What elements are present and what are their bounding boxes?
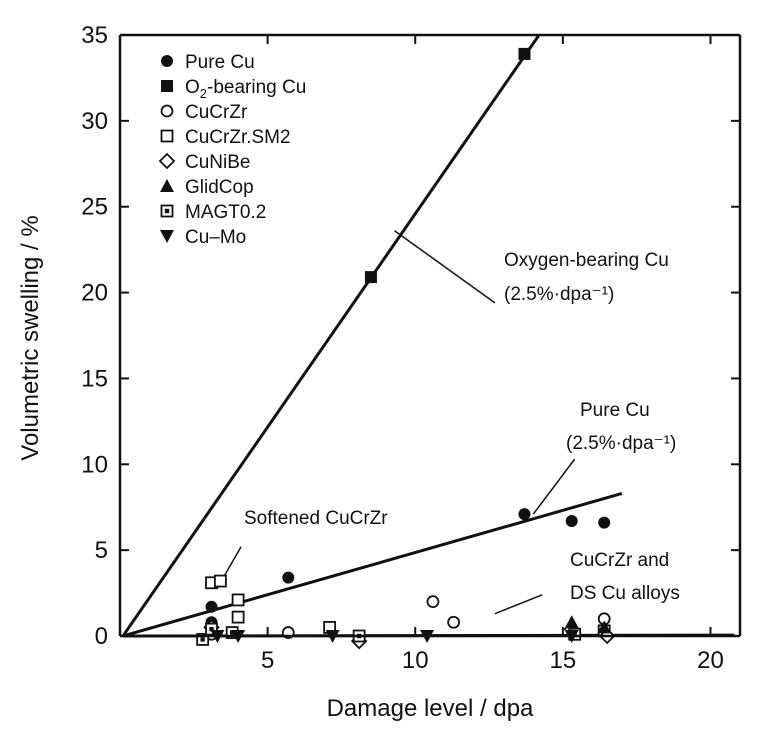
- legend-item: MAGT0.2: [160, 202, 266, 223]
- legend-marker: [160, 230, 174, 243]
- series-cucrzr: [205, 595, 611, 641]
- data-point: [213, 574, 227, 588]
- y-tick-label: 0: [95, 623, 108, 650]
- legend-item: CuNiBe: [158, 152, 250, 173]
- data-point: [426, 595, 440, 609]
- x-tick-label: 5: [261, 647, 274, 674]
- legend-item: O2-bearing Cu: [161, 77, 306, 101]
- y-tick-label: 30: [81, 108, 108, 135]
- data-point: [231, 610, 245, 624]
- y-tick-label: 15: [81, 365, 108, 392]
- axes: [118, 33, 742, 638]
- y-tick-label: 5: [95, 537, 108, 564]
- legend-marker: [160, 204, 174, 218]
- legend-label: MAGT0.2: [185, 202, 266, 223]
- legend-label: CuCrZr: [185, 102, 248, 123]
- y-tick-label: 20: [81, 280, 108, 307]
- x-tick-label: 20: [697, 647, 724, 674]
- data-point-core: [209, 626, 214, 632]
- pure-annotation-line1: Pure Cu: [580, 400, 650, 421]
- oxygen-annotation-line1: Oxygen-bearing Cu: [504, 250, 669, 271]
- data-point: [205, 600, 218, 613]
- data-points: [196, 47, 616, 650]
- legend-label: Cu–Mo: [185, 227, 246, 248]
- x-tick-label: 15: [550, 647, 577, 674]
- data-point: [364, 271, 377, 284]
- series-cucrzr-sm2: [205, 574, 611, 638]
- x-axis-title: Damage level / dpa: [327, 695, 534, 722]
- series-pure-cu: [205, 508, 611, 629]
- fit-lines: [121, 34, 735, 638]
- legend-label: O2-bearing Cu: [185, 77, 306, 101]
- legend-marker: [161, 55, 173, 67]
- y-axis-title: Volumetric swelling / %: [17, 215, 44, 460]
- oxygen-pointer: [394, 230, 496, 304]
- data-point: [447, 615, 461, 629]
- legend-marker: [160, 104, 174, 118]
- x-tick-label: 10: [402, 647, 429, 674]
- data-point: [231, 593, 245, 607]
- data-point: [196, 633, 210, 646]
- alloys-annotation-line2: DS Cu alloys: [570, 583, 680, 604]
- legend-marker-core: [164, 208, 170, 214]
- legend-marker: [158, 152, 176, 170]
- data-point: [598, 516, 611, 529]
- data-point: [205, 622, 218, 636]
- alloys-annotation-line1: CuCrZr and: [570, 550, 669, 571]
- legend-item: Pure Cu: [161, 52, 255, 73]
- y-tick-label: 25: [81, 194, 108, 221]
- pure-cu-trend-line: [122, 492, 623, 638]
- data-point: [564, 615, 579, 629]
- pure-pointer: [532, 458, 576, 515]
- legend-marker: [160, 129, 174, 143]
- legend-label: Pure Cu: [185, 52, 255, 73]
- oxygen-annotation-line2: (2.5%·dpa⁻¹): [504, 284, 614, 305]
- data-point: [518, 47, 531, 60]
- data-point-core: [200, 637, 205, 642]
- y-tick-label: 35: [81, 22, 108, 49]
- legend-item: CuCrZr: [160, 102, 248, 123]
- data-point: [597, 620, 612, 634]
- legend-label: CuCrZr.SM2: [185, 127, 291, 148]
- legend-item: CuCrZr.SM2: [160, 127, 291, 148]
- data-point: [565, 514, 578, 527]
- oxygen-bearing-cu-trend-line: [121, 34, 541, 637]
- alloys-pointer: [494, 594, 543, 615]
- pure-annotation-line2: (2.5%·dpa⁻¹): [566, 433, 676, 454]
- series-glidcop: [564, 615, 612, 634]
- legend-label: GlidCop: [185, 177, 254, 198]
- legend-marker: [160, 179, 174, 192]
- data-point: [282, 571, 295, 584]
- legend-item: GlidCop: [160, 177, 254, 198]
- legend-label: CuNiBe: [185, 152, 250, 173]
- tick-labels: 0 5 10 15 20 25 30 35 5 10 15 20: [81, 22, 724, 674]
- legend-item: Cu–Mo: [160, 227, 246, 248]
- y-tick-label: 10: [81, 451, 108, 478]
- series-o2-bearing-cu: [364, 47, 531, 284]
- softened-annotation: Softened CuCrZr: [244, 508, 388, 529]
- legend-marker: [161, 80, 173, 92]
- data-point: [518, 508, 531, 521]
- data-point-core: [229, 630, 235, 635]
